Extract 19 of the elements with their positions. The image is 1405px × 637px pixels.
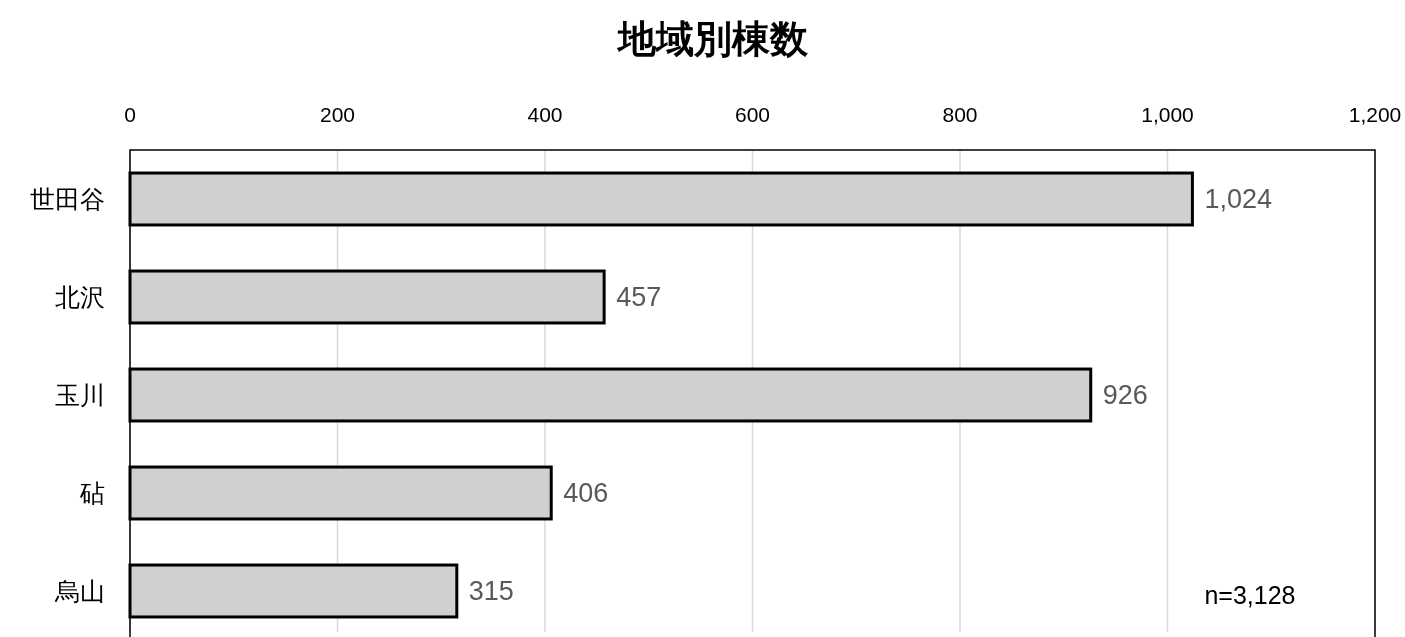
data-label: 457 (616, 282, 662, 313)
data-label: 926 (1102, 380, 1148, 411)
data-label: 315 (468, 576, 514, 607)
x-tick-label: 1,000 (1141, 103, 1194, 126)
data-label: 1,024 (1204, 184, 1272, 215)
x-tick-label: 0 (124, 103, 136, 126)
x-tick-label: 1,200 (1348, 103, 1402, 126)
y-tick-label: 烏山 (54, 576, 105, 605)
x-tick-label: 200 (319, 103, 356, 126)
x-tick-label: 400 (527, 103, 563, 126)
x-tick-label: 600 (734, 103, 771, 126)
y-tick-label: 砧 (79, 478, 105, 507)
y-tick-label: 世田谷 (30, 184, 105, 213)
chart-title: 地域別棟数 (615, 18, 809, 60)
data-label: 406 (563, 478, 609, 509)
y-tick-label: 北沢 (55, 282, 105, 311)
annotation: n=3,128 (1204, 580, 1296, 609)
x-tick-label: 800 (942, 103, 978, 126)
y-tick-label: 玉川 (55, 380, 105, 409)
